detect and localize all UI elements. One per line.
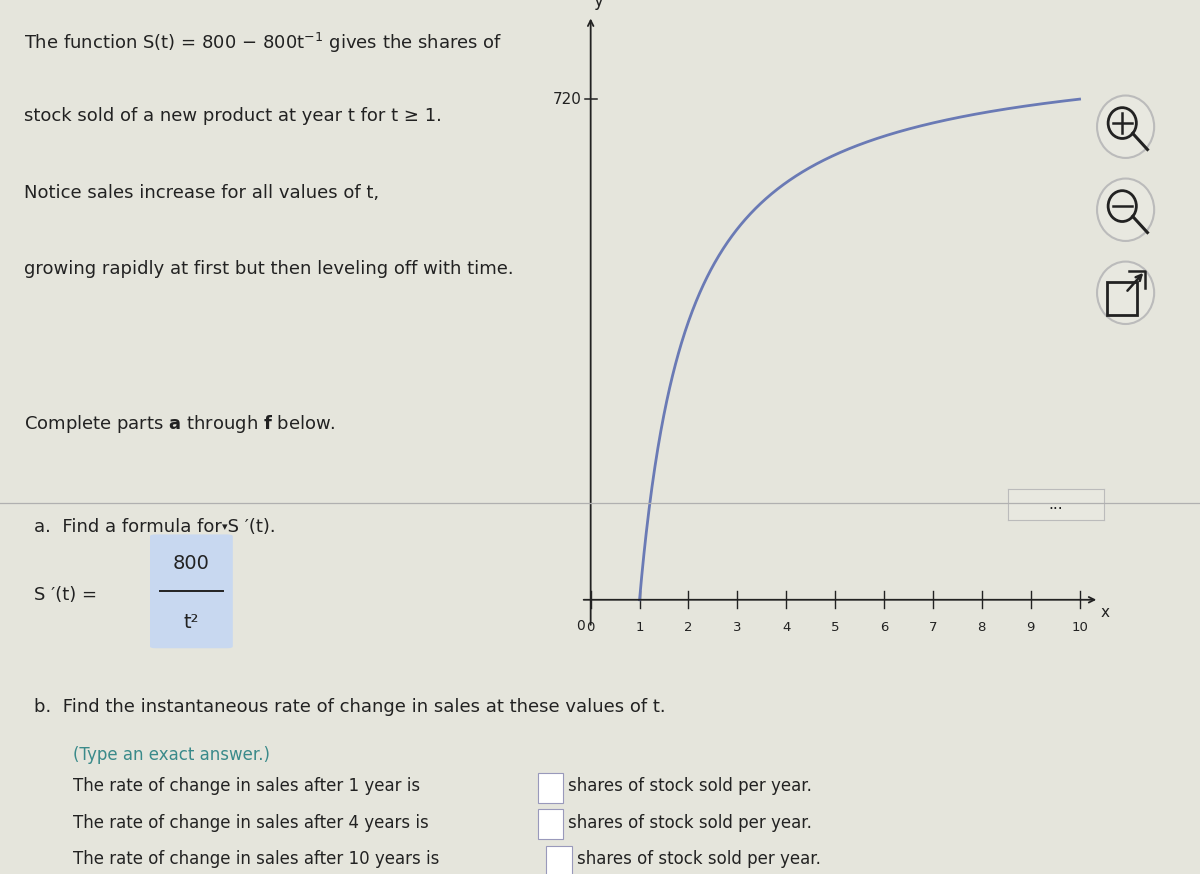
Text: x: x: [1100, 606, 1109, 621]
Text: 10: 10: [1072, 621, 1088, 634]
Text: 7: 7: [929, 621, 937, 634]
Text: 0: 0: [587, 621, 595, 634]
Text: 0: 0: [576, 620, 584, 634]
Text: shares of stock sold per year.: shares of stock sold per year.: [577, 850, 821, 868]
Text: 8: 8: [978, 621, 986, 634]
Text: shares of stock sold per year.: shares of stock sold per year.: [569, 777, 812, 794]
Text: b.  Find the instantaneous rate of change in sales at these values of t.: b. Find the instantaneous rate of change…: [34, 697, 666, 716]
Text: 720: 720: [553, 92, 582, 107]
Text: Notice sales increase for all values of t,: Notice sales increase for all values of …: [24, 184, 379, 202]
FancyBboxPatch shape: [538, 773, 563, 803]
Text: a.  Find a formula for S ′(t).: a. Find a formula for S ′(t).: [34, 518, 276, 536]
Text: y: y: [593, 0, 602, 10]
Text: 2: 2: [684, 621, 692, 634]
Text: 9: 9: [1026, 621, 1034, 634]
Circle shape: [1097, 95, 1154, 158]
Text: (Type an exact answer.): (Type an exact answer.): [73, 746, 270, 764]
Circle shape: [1097, 178, 1154, 241]
Text: 4: 4: [782, 621, 791, 634]
Text: 5: 5: [830, 621, 839, 634]
Text: growing rapidly at first but then leveling off with time.: growing rapidly at first but then leveli…: [24, 260, 514, 278]
Text: S ′(t) =: S ′(t) =: [34, 586, 103, 604]
Text: The rate of change in sales after 10 years is: The rate of change in sales after 10 yea…: [73, 850, 439, 868]
Text: 3: 3: [733, 621, 742, 634]
FancyBboxPatch shape: [538, 809, 563, 840]
Text: 1: 1: [635, 621, 644, 634]
Text: 800: 800: [173, 554, 210, 573]
Circle shape: [1097, 261, 1154, 324]
Text: stock sold of a new product at year t for t ≥ 1.: stock sold of a new product at year t fo…: [24, 108, 442, 125]
FancyBboxPatch shape: [150, 535, 233, 649]
Text: 6: 6: [880, 621, 888, 634]
Text: shares of stock sold per year.: shares of stock sold per year.: [569, 814, 812, 831]
Text: t²: t²: [184, 613, 199, 632]
Text: Complete parts $\bf{a}$ through $\bf{f}$ below.: Complete parts $\bf{a}$ through $\bf{f}$…: [24, 413, 336, 435]
Text: ...: ...: [1049, 497, 1063, 512]
FancyBboxPatch shape: [546, 846, 571, 874]
Text: The rate of change in sales after 1 year is: The rate of change in sales after 1 year…: [73, 777, 420, 794]
Text: The function S(t) = 800 $-$ 800t$^{\mathregular{-1}}$ gives the shares of: The function S(t) = 800 $-$ 800t$^{\math…: [24, 31, 503, 55]
Text: The rate of change in sales after 4 years is: The rate of change in sales after 4 year…: [73, 814, 428, 831]
Text: ▾: ▾: [222, 523, 227, 532]
